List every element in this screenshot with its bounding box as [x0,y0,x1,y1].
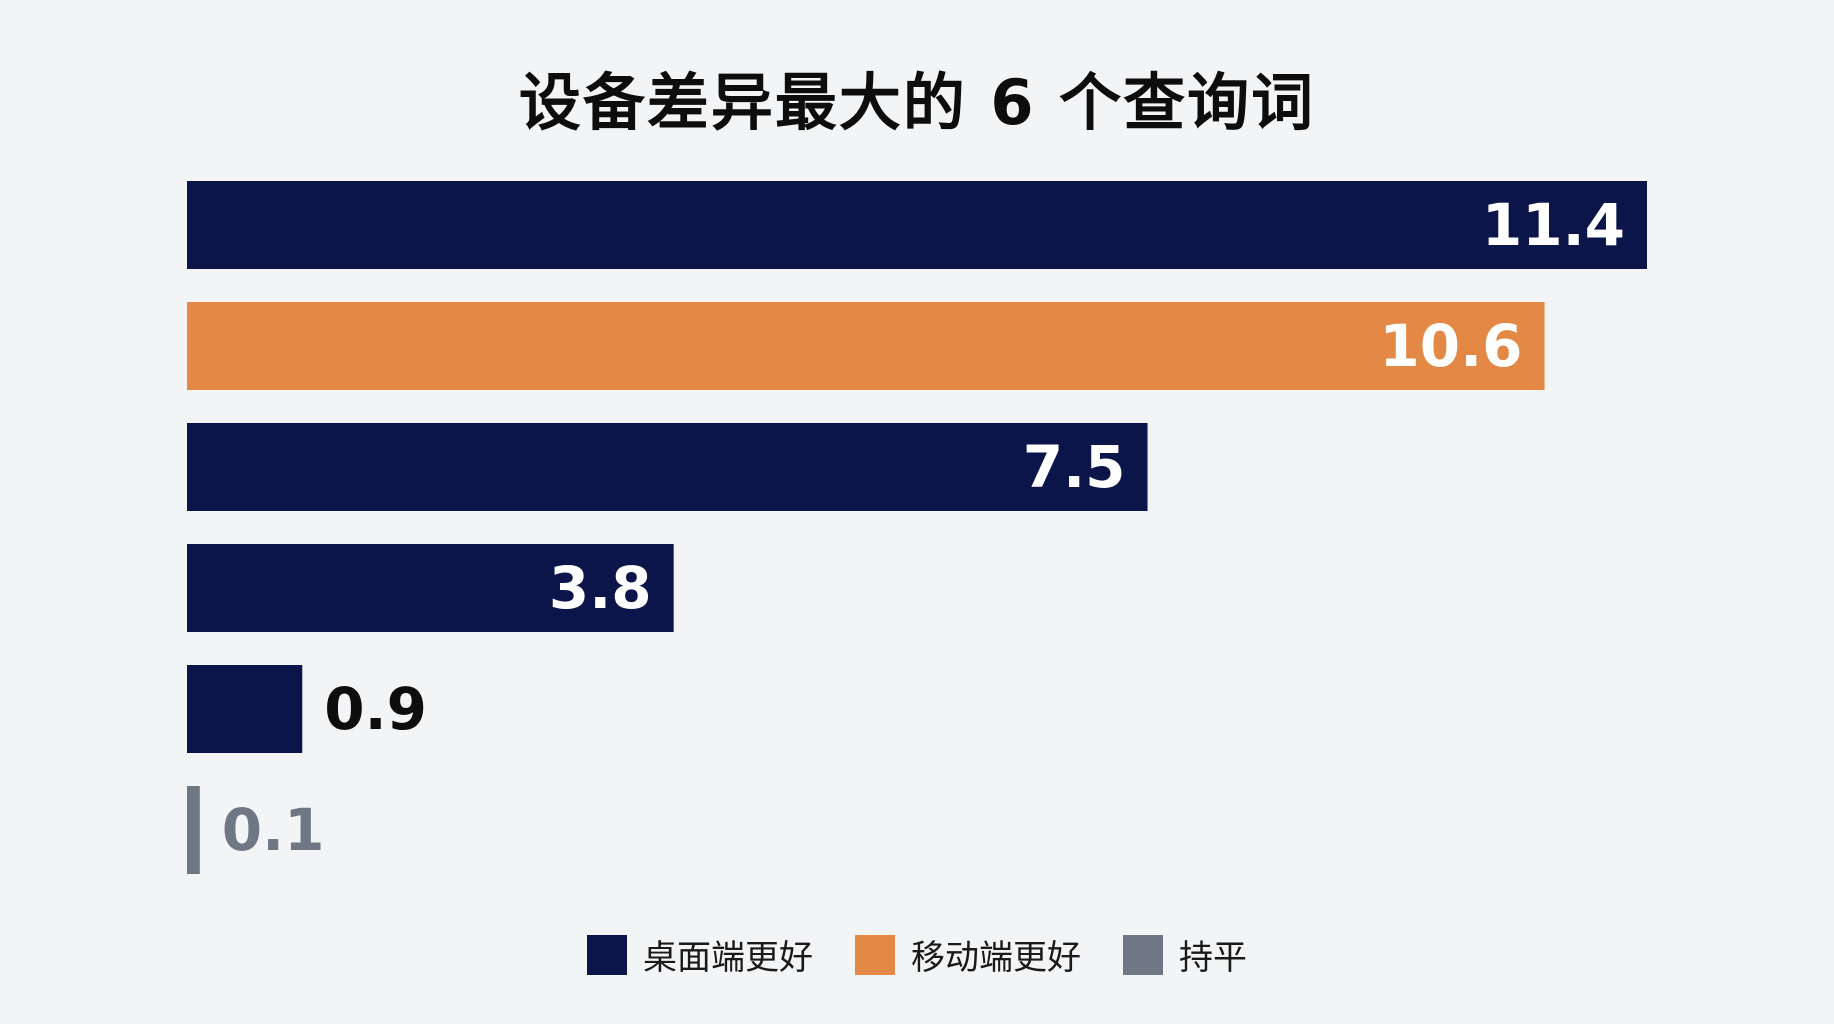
bar-3 [187,544,674,632]
legend-label-mobile: 移动端更好 [911,938,1081,978]
legend-item-mobile: 移动端更好 [855,930,1081,979]
legend-item-desktop: 桌面端更好 [587,930,813,979]
chart-title: 设备差异最大的 6 个查询词 [518,66,1316,139]
legend-label-desktop: 桌面端更好 [643,938,813,978]
bar-5 [187,786,200,874]
legend: 桌面端更好 移动端更好 持平 [0,930,1834,979]
bar-value-label-2: 7.5 [1023,433,1126,501]
bar-2 [187,423,1148,511]
bar-0 [187,181,1647,269]
bar-value-label-1: 10.6 [1379,312,1522,380]
bar-1 [187,302,1545,390]
legend-swatch-desktop [587,934,627,975]
bar-4 [187,665,303,753]
bar-value-label-4: 0.9 [324,675,427,743]
legend-label-tie: 持平 [1179,938,1247,978]
bar-value-label-0: 11.4 [1482,191,1625,259]
legend-swatch-tie [1123,934,1163,975]
bar-value-label-3: 3.8 [549,554,652,622]
bar-value-label-5: 0.1 [222,796,325,864]
legend-swatch-mobile [855,934,895,975]
legend-item-tie: 持平 [1123,930,1247,979]
